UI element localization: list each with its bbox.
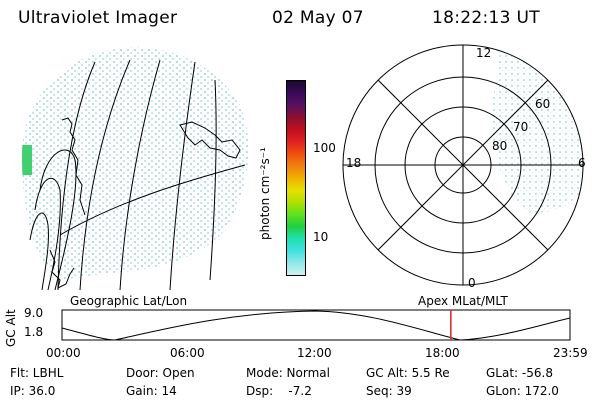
lat-label-70: 70 <box>513 120 529 134</box>
left-caption: Geographic Lat/Lon <box>70 294 188 308</box>
mlt-12-label: 12 <box>476 46 492 60</box>
filter-info: Flt: LBHL <box>10 366 64 380</box>
instrument-title: Ultraviolet Imager <box>18 8 178 28</box>
colorbar <box>286 80 306 276</box>
gc-alt-info: GC Alt: 5.5 Re <box>366 366 450 380</box>
door-info: Door: Open <box>126 366 195 380</box>
mlt-18-label: 18 <box>346 156 362 170</box>
mlt-0-label: 0 <box>468 276 476 290</box>
glat-info: GLat: -56.8 <box>486 366 553 380</box>
xtick-1800: 18:00 <box>425 346 460 360</box>
lat-label-60: 60 <box>535 97 551 111</box>
colorbar-tick-10: 10 <box>313 230 329 244</box>
time-label: 18:22:13 UT <box>432 8 540 28</box>
right-caption: Apex MLat/MLT <box>418 294 508 308</box>
xtick-0600: 06:00 <box>170 346 205 360</box>
mlt-6-label: 6 <box>578 156 586 170</box>
lat-label-80: 80 <box>492 139 508 153</box>
xtick-0000: 00:00 <box>46 346 81 360</box>
coastlines <box>49 117 241 289</box>
altitude-curve <box>61 310 571 341</box>
glon-info: GLon: 172.0 <box>486 384 559 398</box>
mode-info: Mode: Normal <box>246 366 330 380</box>
lat-lon-grid <box>29 59 246 291</box>
colorbar-tick-100: 100 <box>313 141 336 155</box>
gain-info: Gain: 14 <box>126 384 177 398</box>
date-label: 02 May 07 <box>272 8 364 28</box>
dsp-info: Dsp: -7.2 <box>246 384 312 398</box>
ip-info: IP: 36.0 <box>10 384 56 398</box>
ytick-1.8: 1.8 <box>24 325 44 339</box>
seq-info: Seq: 39 <box>366 384 412 398</box>
xtick-1200: 12:00 <box>297 346 332 360</box>
xtick-2359: 23:59 <box>553 346 588 360</box>
polar-emission-dots <box>490 50 583 213</box>
ytick-9: 9.0 <box>24 306 44 320</box>
